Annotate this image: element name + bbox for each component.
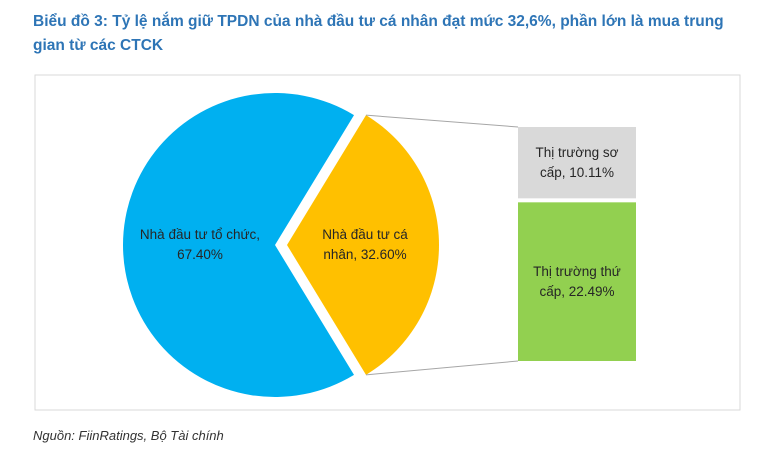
data-label: Thị trường thứ cấp, 22.49% xyxy=(533,263,621,299)
bar-segment xyxy=(518,202,636,361)
data-label: Nhà đầu tư cá nhân, 32.60% xyxy=(322,227,408,262)
source-note: Nguồn: FiinRatings, Bộ Tài chính xyxy=(33,428,224,443)
pie-slice xyxy=(287,115,439,375)
chart-title: Biểu đồ 3: Tỷ lệ nắm giữ TPDN của nhà đầ… xyxy=(33,13,724,54)
data-label: Nhà đầu tư tổ chức, 67.40% xyxy=(139,227,261,262)
chart-frame xyxy=(34,74,741,411)
connector-line xyxy=(365,114,519,128)
data-label: Thị trường sơ cấp, 10.11% xyxy=(535,144,619,180)
pie-slice xyxy=(122,92,355,397)
bar-segment xyxy=(518,127,636,199)
connector-line xyxy=(365,360,519,376)
